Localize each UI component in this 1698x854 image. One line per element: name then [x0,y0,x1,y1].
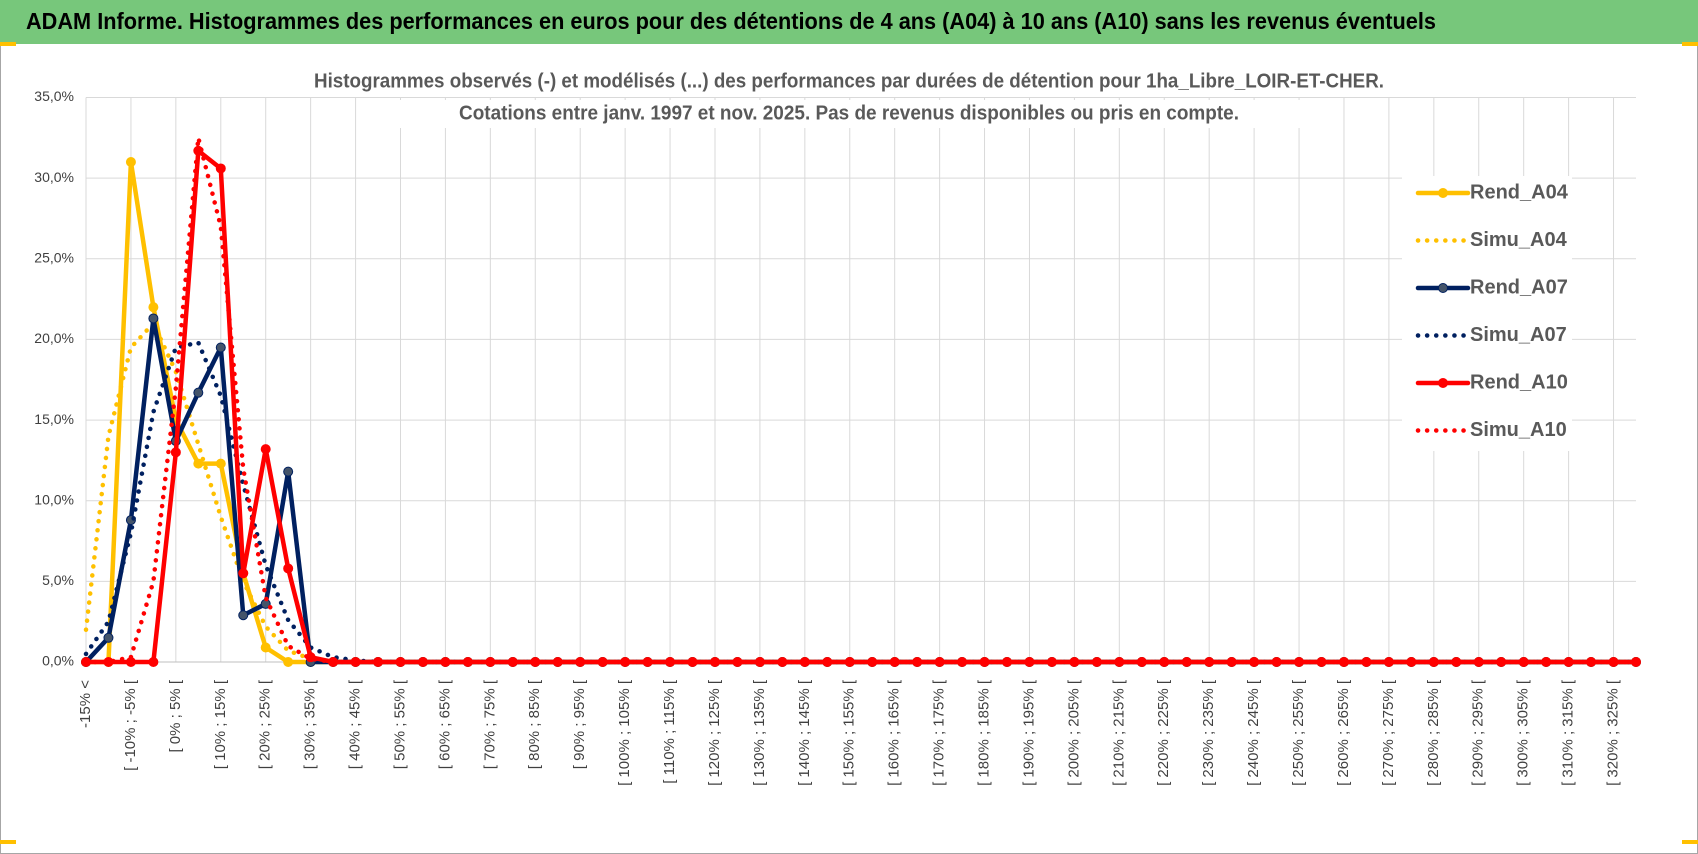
x-tick-label: [ -10% ; -5% [ [122,679,139,771]
corner-mark [1682,42,1698,46]
x-tick-label: [ 100% ; 105% [ [616,679,633,786]
x-tick-label: [ 200% ; 205% [ [1065,679,1082,786]
corner-mark [1682,840,1698,844]
series-marker [238,568,249,579]
chart-titles: Histogrammes observés (-) et modélisés (… [305,68,1390,128]
x-tick-label: [ 170% ; 175% [ [931,679,948,786]
x-tick-label: [ 60% ; 65% [ [436,679,453,769]
series-marker [193,458,204,469]
x-tick-label: [ 40% ; 45% [ [347,679,364,769]
y-tick-label: 5,0% [42,572,74,588]
series-marker [283,657,294,667]
x-tick-label: [ 80% ; 85% [ [526,679,543,769]
x-tick-label: [ 180% ; 185% [ [976,679,993,786]
x-tick-label: [ 10% ; 15% [ [212,679,229,769]
x-tick-label: [ 30% ; 35% [ [302,679,319,769]
legend-marker [1438,378,1448,388]
series-marker [215,458,226,469]
x-tick-label: [ 210% ; 215% [ [1110,679,1127,786]
series-line [83,135,1639,665]
x-tick-label: [ 220% ; 225% [ [1155,679,1172,786]
x-tick-label: [ 70% ; 75% [ [481,679,498,769]
x-tick-label: [ 240% ; 245% [ [1245,679,1262,786]
x-tick-label: [ 130% ; 135% [ [751,679,768,786]
series-marker [170,447,181,458]
x-tick-label: [ 260% ; 265% [ [1335,679,1352,786]
y-tick-label: 25,0% [34,249,74,265]
plot [81,135,1641,667]
series-marker [125,157,136,168]
x-tick-label: [ 230% ; 235% [ [1200,679,1217,786]
series-marker [103,632,114,643]
x-tick-label: [ 120% ; 125% [ [706,679,723,786]
legend-label: Simu_A04 [1470,229,1568,251]
header-bar [0,0,1698,44]
x-tick-label: [ 110% ; 115% [ [661,679,678,784]
x-tick-label: -15% < [77,680,94,728]
x-tick-label: [ 270% ; 275% [ [1380,679,1397,786]
y-tick-label: 10,0% [34,491,74,507]
series-marker [283,563,294,574]
legend: Rend_A04 Simu_A04 Rend_A07 Simu_A07 Rend_A10… [1402,176,1572,451]
y-tick-label: 35,0% [34,88,74,104]
series-marker [215,163,226,174]
corner-mark [0,42,16,46]
legend-marker [1438,283,1448,293]
legend-label: Rend_A10 [1470,371,1568,393]
series-marker [148,302,159,313]
x-tick-label: [ 0% ; 5% [ [167,679,184,752]
x-tick-label: [ 20% ; 25% [ [257,679,274,769]
chart-title: Histogrammes observés (-) et modélisés (… [314,70,1384,92]
y-tick-label: 15,0% [34,411,74,427]
x-tick-label: [ 140% ; 145% [ [796,679,813,786]
series-marker [148,313,159,324]
series-marker [193,387,204,398]
legend-background [1402,176,1572,451]
series-marker [260,642,271,653]
corner-mark [0,840,16,844]
legend-label: Rend_A04 [1470,181,1569,203]
series-marker [283,466,294,477]
x-tick-label: [ 320% ; 325% [ [1605,679,1622,786]
y-tick-label: 0,0% [42,653,74,669]
legend-marker [1438,188,1448,198]
legend-label: Simu_A07 [1470,324,1567,346]
header-title: ADAM Informe. Histogrammes des performan… [26,8,1436,34]
x-tick-label: [ 250% ; 255% [ [1290,679,1307,786]
x-tick-label: [ 300% ; 305% [ [1515,679,1532,786]
x-tick-label: [ 310% ; 315% [ [1560,679,1577,786]
y-tick-label: 20,0% [34,330,74,346]
x-tick-label: [ 280% ; 285% [ [1425,679,1442,786]
legend-label: Rend_A07 [1470,276,1568,298]
chart-title: Cotations entre janv. 1997 et nov. 2025.… [459,102,1239,124]
x-tick-label: [ 290% ; 295% [ [1470,679,1487,786]
series-line [83,340,1639,665]
grid: 0,0% 5,0% 10,0% 15,0% 20,0% 25,0% 30,0% 35,0% -1… [34,88,1636,786]
series-marker [260,444,271,455]
x-tick-label: [ 160% ; 165% [ [886,679,903,786]
series-marker [215,342,226,353]
x-tick-label: [ 190% ; 195% [ [1020,679,1037,786]
title-background [385,100,1315,128]
x-tick-label: [ 50% ; 55% [ [391,679,408,769]
x-tick-label: [ 90% ; 95% [ [571,679,588,769]
y-tick-label: 30,0% [34,169,74,185]
title-background [305,68,1390,96]
x-tick-label: [ 150% ; 155% [ [841,679,858,786]
series-marker [148,657,159,667]
legend-label: Simu_A10 [1470,419,1567,441]
series-marker [238,610,249,621]
